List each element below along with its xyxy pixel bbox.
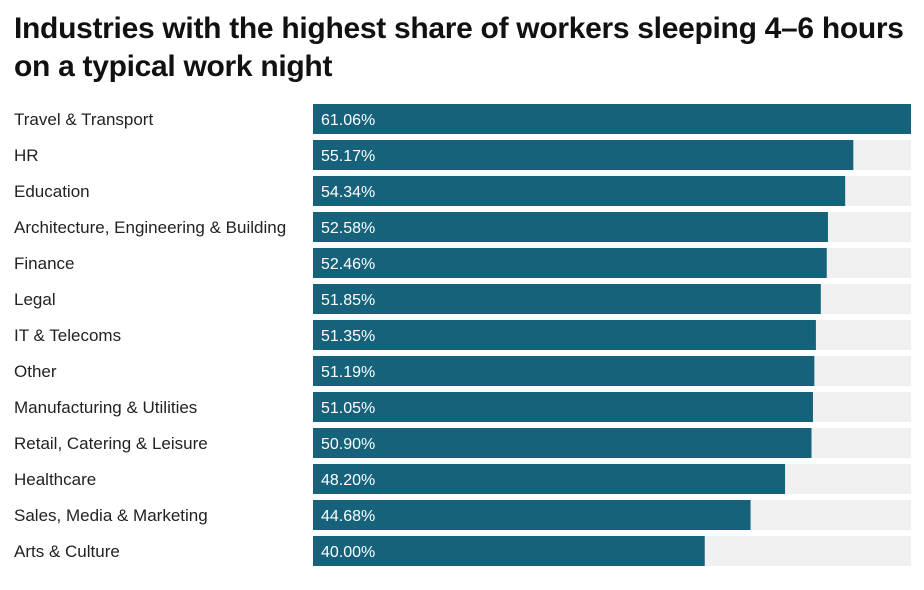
data-label: 51.05% [321, 400, 375, 417]
category-label: Manufacturing & Utilities [14, 398, 197, 417]
bar [313, 500, 751, 530]
category-label: Healthcare [14, 470, 96, 489]
category-label: HR [14, 146, 39, 165]
category-label: Education [14, 182, 90, 201]
data-label: 55.17% [321, 148, 375, 165]
data-label: 51.35% [321, 328, 375, 345]
category-label: Retail, Catering & Leisure [14, 434, 208, 453]
bar [313, 536, 705, 566]
data-label: 48.20% [321, 472, 375, 489]
data-label: 54.34% [321, 184, 375, 201]
bar [313, 464, 786, 494]
chart-title: Industries with the highest share of wor… [14, 12, 904, 83]
category-label: Legal [14, 290, 56, 309]
bar [313, 140, 854, 170]
data-label: 40.00% [321, 544, 375, 561]
category-label: Finance [14, 254, 74, 273]
category-label: Sales, Media & Marketing [14, 506, 208, 525]
data-label: 52.46% [321, 256, 375, 273]
bar [313, 248, 827, 278]
category-label: Architecture, Engineering & Building [14, 218, 286, 237]
bar [313, 104, 911, 134]
category-label: Arts & Culture [14, 542, 120, 561]
bar [313, 320, 816, 350]
bar [313, 176, 846, 206]
bar [313, 392, 813, 422]
data-label: 44.68% [321, 508, 375, 525]
bar [313, 284, 821, 314]
data-label: 52.58% [321, 220, 375, 237]
category-label: Travel & Transport [14, 110, 153, 129]
data-label: 61.06% [321, 112, 375, 129]
category-label: IT & Telecoms [14, 326, 121, 345]
data-label: 51.85% [321, 292, 375, 309]
bar [313, 356, 815, 386]
data-label: 50.90% [321, 436, 375, 453]
bar [313, 212, 828, 242]
bar [313, 428, 812, 458]
category-label: Other [14, 362, 57, 381]
data-label: 51.19% [321, 364, 375, 381]
